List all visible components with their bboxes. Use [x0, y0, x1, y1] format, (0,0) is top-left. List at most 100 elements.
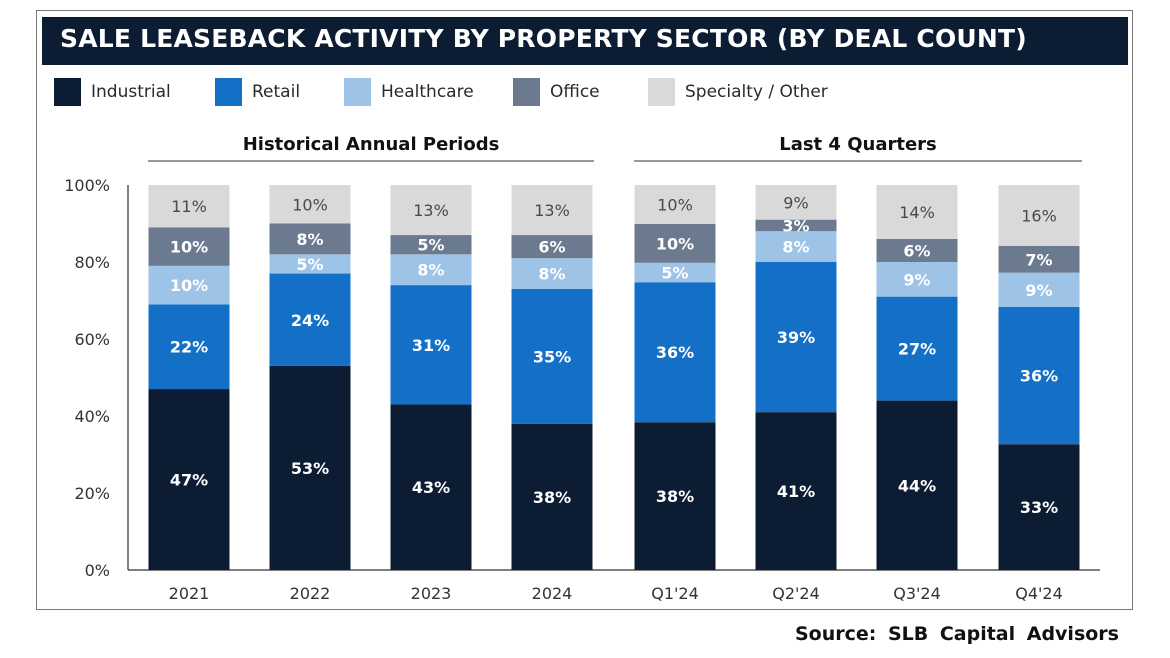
data-label: 10% — [170, 276, 208, 295]
data-label: 39% — [777, 328, 815, 347]
bar-segment-specialty-other — [390, 185, 472, 236]
bar-segment-retail — [876, 296, 958, 401]
bar-segment-healthcare — [269, 254, 351, 274]
data-label: 10% — [656, 234, 694, 253]
bar-segment-specialty-other — [755, 185, 837, 220]
bar-segment-office — [390, 235, 472, 255]
x-tick-label: 2021 — [169, 584, 210, 603]
bar-segment-office — [876, 238, 958, 262]
bar-segment-retail — [998, 306, 1080, 445]
bar-segment-healthcare — [998, 272, 1080, 307]
group-underline-last-4-quarters — [634, 160, 1082, 162]
group-title-historical: Historical Annual Periods — [242, 134, 500, 155]
legend-item-industrial: Industrial — [54, 78, 171, 106]
data-label: 5% — [296, 255, 323, 274]
x-tick-label: Q2'24 — [772, 584, 820, 603]
bar-segment-specialty-other — [998, 185, 1080, 246]
x-tick-label: Q3'24 — [893, 584, 941, 603]
bar-segment-office — [511, 235, 593, 259]
legend-label: Healthcare — [381, 82, 474, 102]
legend-item-specialty-other: Specialty / Other — [648, 78, 828, 106]
bar-segment-retail — [755, 262, 837, 413]
data-label: 5% — [661, 264, 688, 283]
y-tick-label: 60% — [74, 330, 110, 349]
legend-item-office: Office — [513, 78, 600, 106]
data-label: 8% — [782, 238, 809, 257]
bar-segment-office — [634, 223, 716, 263]
data-label: 35% — [533, 347, 571, 366]
data-label: 36% — [656, 343, 694, 362]
data-label: 3% — [782, 216, 809, 235]
bar-segment-industrial — [511, 423, 593, 570]
y-tick-label: 20% — [74, 484, 110, 503]
data-label: 13% — [534, 201, 570, 220]
data-label: 6% — [903, 241, 930, 260]
y-tick-label: 40% — [74, 407, 110, 426]
legend-swatch-office — [513, 78, 540, 106]
data-label: 31% — [412, 336, 450, 355]
data-label: 9% — [783, 193, 808, 212]
data-label: 14% — [899, 203, 935, 222]
group-title-last-4-quarters: Last 4 Quarters — [779, 134, 937, 155]
legend-label: Industrial — [91, 82, 171, 102]
bar-segment-specialty-other — [148, 185, 230, 228]
bar-segment-specialty-other — [511, 185, 593, 236]
bar-segment-office — [269, 223, 351, 255]
legend-swatch-healthcare — [344, 78, 371, 106]
bar-segment-healthcare — [755, 231, 837, 262]
data-label: 9% — [1025, 281, 1052, 300]
data-label: 10% — [657, 195, 693, 214]
y-tick-label: 100% — [64, 176, 110, 195]
bar-segment-retail — [269, 273, 351, 366]
legend-label: Retail — [252, 82, 301, 102]
data-label: 33% — [1020, 498, 1058, 517]
y-tick-label: 0% — [85, 561, 110, 580]
bar-segment-healthcare — [511, 258, 593, 289]
data-label: 38% — [533, 488, 571, 507]
bar-segment-office — [998, 245, 1080, 273]
data-label: 8% — [538, 265, 565, 284]
data-label: 13% — [413, 201, 449, 220]
group-underline-historical — [148, 160, 594, 162]
bar-segment-office — [148, 227, 230, 266]
data-label: 38% — [656, 487, 694, 506]
bar-segment-retail — [390, 285, 472, 405]
bar-segment-specialty-other — [876, 185, 958, 239]
data-label: 9% — [903, 270, 930, 289]
x-tick-label: 2023 — [411, 584, 452, 603]
data-label: 41% — [777, 482, 815, 501]
data-label: 24% — [291, 311, 329, 330]
data-label: 8% — [296, 230, 323, 249]
x-tick-label: 2022 — [290, 584, 331, 603]
legend-swatch-specialty-other — [648, 78, 675, 106]
source-note: Source: SLB Capital Advisors — [794, 623, 1119, 645]
bar-segment-specialty-other — [634, 185, 716, 224]
legend-swatch-retail — [215, 78, 242, 106]
bar-segment-industrial — [269, 365, 351, 570]
bar-segment-industrial — [390, 404, 472, 570]
bar-segment-retail — [634, 282, 716, 423]
bar-segment-specialty-other — [269, 185, 351, 224]
bar-segment-retail — [148, 304, 230, 390]
data-label: 6% — [538, 238, 565, 257]
y-tick-label: 80% — [74, 253, 110, 272]
data-label: 44% — [898, 476, 936, 495]
bar-segment-healthcare — [876, 262, 958, 297]
chart-title: SALE LEASEBACK ACTIVITY BY PROPERTY SECT… — [60, 24, 1027, 53]
data-label: 7% — [1025, 250, 1052, 269]
data-label: 10% — [170, 238, 208, 257]
bar-segment-healthcare — [390, 254, 472, 286]
chart-title-bar: SALE LEASEBACK ACTIVITY BY PROPERTY SECT… — [42, 17, 1128, 65]
data-label: 5% — [417, 236, 444, 255]
bar-segment-retail — [511, 288, 593, 424]
bar-segment-industrial — [998, 444, 1080, 570]
data-label: 36% — [1020, 367, 1058, 386]
bar-segment-healthcare — [148, 265, 230, 305]
data-label: 47% — [170, 471, 208, 490]
bar-segment-industrial — [755, 412, 837, 570]
data-label: 16% — [1021, 206, 1057, 225]
x-tick-label: Q4'24 — [1015, 584, 1063, 603]
bar-segment-industrial — [876, 400, 958, 570]
legend-item-retail: Retail — [215, 78, 300, 106]
